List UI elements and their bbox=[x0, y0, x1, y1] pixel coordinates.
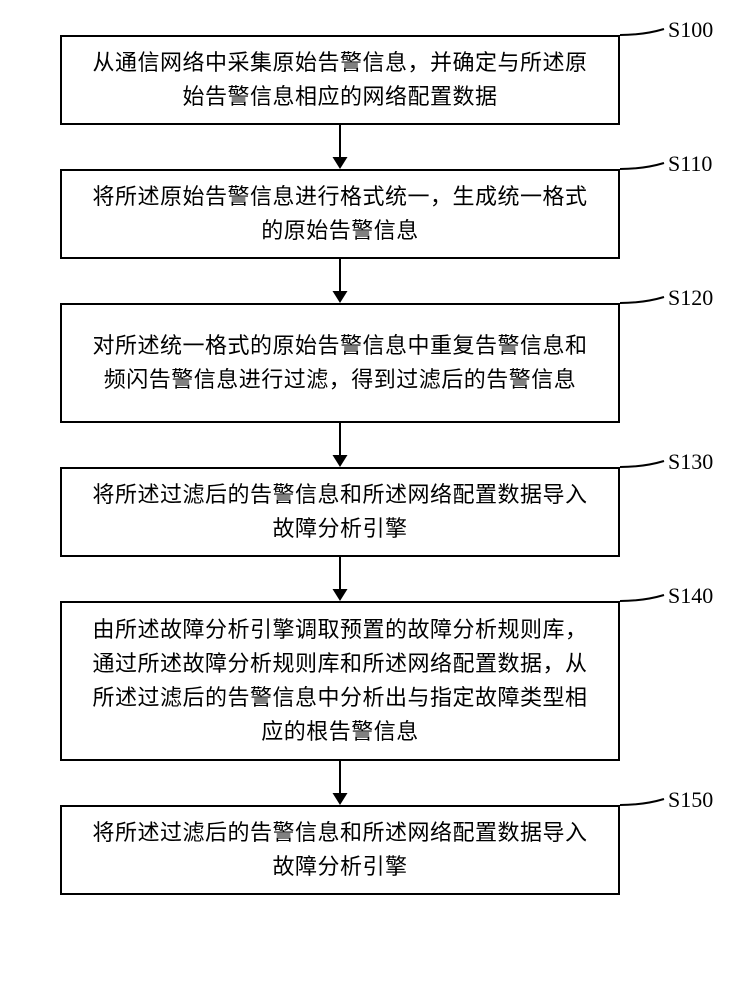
leader-line bbox=[620, 25, 668, 51]
leader-line bbox=[620, 293, 668, 319]
step-label: S120 bbox=[668, 285, 713, 311]
flow-arrow bbox=[60, 761, 620, 805]
leader-line bbox=[620, 795, 668, 821]
step-text: 对所述统一格式的原始告警信息中重复告警信息和频闪告警信息进行过滤，得到过滤后的告… bbox=[86, 329, 594, 397]
step-text: 将所述原始告警信息进行格式统一，生成统一格式的原始告警信息 bbox=[86, 180, 594, 248]
step-text: 从通信网络中采集原始告警信息，并确定与所述原始告警信息相应的网络配置数据 bbox=[86, 46, 594, 114]
leader-line bbox=[620, 159, 668, 185]
leader-line bbox=[620, 591, 668, 617]
flowchart-container: 从通信网络中采集原始告警信息，并确定与所述原始告警信息相应的网络配置数据将所述原… bbox=[60, 35, 620, 895]
step-text: 将所述过滤后的告警信息和所述网络配置数据导入故障分析引擎 bbox=[86, 816, 594, 884]
flow-arrow bbox=[60, 557, 620, 601]
step-label: S110 bbox=[668, 151, 712, 177]
step-label: S130 bbox=[668, 449, 713, 475]
flowchart-step: 从通信网络中采集原始告警信息，并确定与所述原始告警信息相应的网络配置数据 bbox=[60, 35, 620, 125]
step-text: 由所述故障分析引擎调取预置的故障分析规则库，通过所述故障分析规则库和所述网络配置… bbox=[86, 613, 594, 749]
leader-line bbox=[620, 457, 668, 483]
step-label: S150 bbox=[668, 787, 713, 813]
step-label: S140 bbox=[668, 583, 713, 609]
flowchart-step: 将所述过滤后的告警信息和所述网络配置数据导入故障分析引擎 bbox=[60, 467, 620, 557]
flow-arrow bbox=[60, 125, 620, 169]
step-label: S100 bbox=[668, 17, 713, 43]
step-text: 将所述过滤后的告警信息和所述网络配置数据导入故障分析引擎 bbox=[86, 478, 594, 546]
flow-arrow bbox=[60, 259, 620, 303]
flowchart-step: 将所述过滤后的告警信息和所述网络配置数据导入故障分析引擎 bbox=[60, 805, 620, 895]
flowchart-step: 对所述统一格式的原始告警信息中重复告警信息和频闪告警信息进行过滤，得到过滤后的告… bbox=[60, 303, 620, 423]
flowchart-step: 将所述原始告警信息进行格式统一，生成统一格式的原始告警信息 bbox=[60, 169, 620, 259]
flowchart-step: 由所述故障分析引擎调取预置的故障分析规则库，通过所述故障分析规则库和所述网络配置… bbox=[60, 601, 620, 761]
flow-arrow bbox=[60, 423, 620, 467]
